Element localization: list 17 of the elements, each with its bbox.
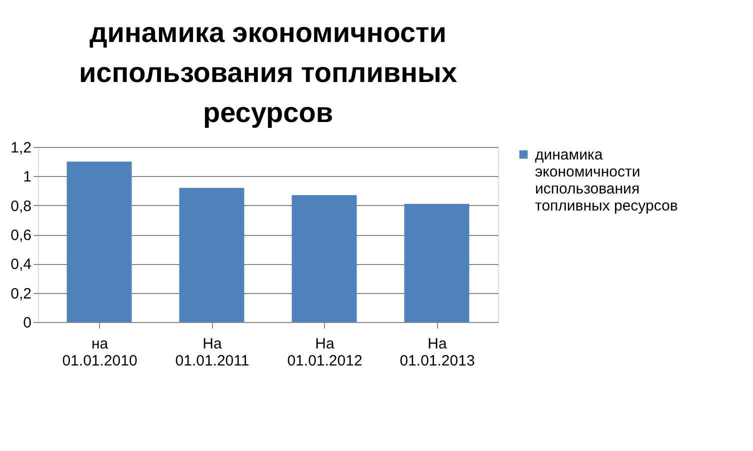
- y-tick-label: 0,8: [10, 198, 32, 215]
- x-tick-label: На 01.01.2013: [400, 336, 475, 370]
- legend-label: динамика экономичности использования топливных ресурсов: [535, 146, 678, 214]
- y-tick-label: 0,2: [10, 285, 32, 302]
- y-tick-label: 0: [23, 314, 32, 332]
- y-tick-label: 0,6: [10, 227, 32, 244]
- x-tick-label: на 01.01.2010: [62, 336, 138, 370]
- bar: [179, 188, 244, 322]
- y-tick-label: 1: [23, 168, 32, 186]
- y-tick-label: 0,4: [10, 256, 32, 274]
- y-tick-label: 1,2: [10, 140, 32, 156]
- bar: [292, 195, 357, 322]
- bar: [404, 204, 470, 322]
- x-tick-label: На 01.01.2012: [287, 336, 362, 370]
- bar: [66, 162, 132, 322]
- chart-title: динамика экономичности использования топливных ресурсов: [78, 17, 458, 128]
- x-tick-label: На 01.01.2011: [175, 336, 250, 370]
